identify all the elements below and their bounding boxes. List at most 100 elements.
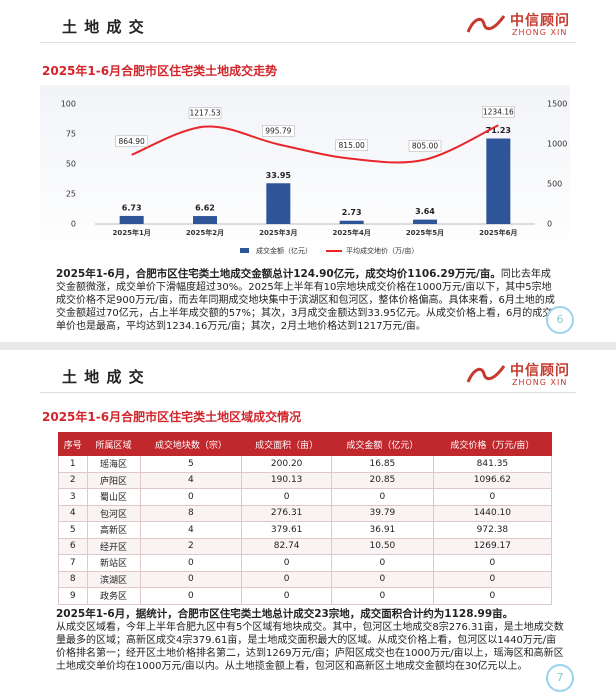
table-cell: 7 — [58, 554, 88, 572]
table-cell: 0 — [330, 587, 434, 605]
x-tick-label: 2025年6月 — [479, 228, 517, 237]
y-tick-label: 50 — [66, 160, 76, 169]
table-cell: 200.20 — [241, 455, 332, 473]
slide: 土 地 成 交 中信顾问 ZHONG XIN 2025年1-6月合肥市区住宅类土… — [0, 0, 616, 342]
table-row: 7 新站区 0 0 0 0 — [58, 554, 553, 572]
column-header: 成交面积（亩） — [241, 432, 332, 456]
table-row: 4 包河区 8 276.31 39.79 1440.10 — [58, 504, 553, 522]
table-cell: 190.13 — [241, 471, 332, 489]
table-cell: 6 — [58, 537, 88, 555]
line-label-box — [188, 107, 222, 119]
y-tick-label: 100 — [61, 100, 76, 109]
logo-text: 中信顾问 — [510, 363, 570, 379]
table-cell: 滨湖区 — [86, 570, 141, 588]
table-row: 2 庐阳区 4 190.13 20.85 1096.62 — [58, 471, 553, 489]
paragraph: 2025年1-6月，据统计，合肥市区住宅类土地总计成交23宗地，成交面积合计约为… — [56, 608, 566, 673]
bar-value-label: 6.73 — [122, 203, 142, 212]
x-tick-label: 2025年4月 — [332, 228, 370, 237]
bar-value-label: 3.64 — [415, 207, 435, 216]
logo-text: 中信顾问 — [510, 13, 570, 29]
table-row: 5 高新区 4 379.61 36.91 972.38 — [58, 521, 553, 539]
column-header: 成交地块数（宗） — [139, 432, 243, 456]
logo-mark — [466, 365, 506, 383]
slide-subtitle: 2025年1-6月合肥市区住宅类土地成交走势 — [42, 64, 278, 78]
table-cell: 2 — [139, 537, 243, 555]
page-number: 7 — [546, 664, 574, 692]
y2-tick-label: 500 — [547, 180, 562, 189]
y-tick-label: 0 — [71, 220, 76, 229]
table-cell: 0 — [330, 488, 434, 506]
table-cell: 379.61 — [241, 521, 332, 539]
table-cell: 4 — [139, 521, 243, 539]
table-cell: 1269.17 — [432, 537, 553, 555]
chart-background — [40, 85, 570, 263]
paragraph: 2025年1-6月，合肥市区住宅类土地成交金额总计124.90亿元，成交均价11… — [56, 268, 556, 333]
table-cell: 政务区 — [86, 587, 141, 605]
logo-subtext: ZHONG XIN — [512, 28, 568, 37]
line-label-box — [115, 135, 148, 148]
bar — [339, 220, 364, 224]
line-value-label: 805.00 — [412, 142, 438, 151]
table-row: 8 滨湖区 0 0 0 0 — [58, 570, 553, 588]
table-cell: 972.38 — [432, 521, 553, 539]
table-cell: 20.85 — [330, 471, 434, 489]
table-cell: 0 — [330, 570, 434, 588]
table-header: 序号 所属区域 成交地块数（宗） 成交面积（亩） 成交金额（亿元） 成交价格（万元/亩） — [58, 432, 553, 456]
logo-subtext: ZHONG XIN — [512, 378, 568, 387]
table-cell: 蜀山区 — [86, 488, 141, 506]
y-tick-label: 25 — [66, 190, 76, 199]
table-cell: 4 — [58, 504, 88, 522]
table-cell: 276.31 — [241, 504, 332, 522]
table-cell: 82.74 — [241, 537, 332, 555]
logo: 中信顾问 ZHONG XIN — [464, 360, 574, 392]
table-cell: 1096.62 — [432, 471, 553, 489]
table-cell: 0 — [139, 488, 243, 506]
table-cell: 3 — [58, 488, 88, 506]
x-tick-label: 2025年5月 — [406, 228, 444, 237]
logo-mark — [466, 15, 506, 33]
table-cell: 0 — [241, 587, 332, 605]
table-cell: 庐阳区 — [86, 471, 141, 489]
table-cell: 0 — [432, 570, 553, 588]
table-cell: 瑶海区 — [86, 455, 141, 473]
y-tick-label: 75 — [66, 130, 76, 139]
line-value-label: 815.00 — [339, 141, 365, 150]
y2-tick-label: 1500 — [547, 100, 567, 109]
table-cell: 0 — [139, 570, 243, 588]
line-label-box — [335, 139, 368, 152]
header-rule — [40, 392, 576, 393]
x-tick-label: 2025年1月 — [112, 228, 150, 237]
table-cell: 2 — [58, 471, 88, 489]
legend-label: 成交金额（亿元） — [256, 246, 312, 255]
bar — [486, 138, 511, 224]
line-label-box — [408, 140, 442, 152]
line-value-label: 864.90 — [119, 137, 145, 146]
table-cell: 0 — [139, 554, 243, 572]
column-header: 序号 — [58, 432, 88, 456]
table-cell: 4 — [139, 471, 243, 489]
table: 序号 所属区域 成交地块数（宗） 成交面积（亩） 成交金额（亿元） 成交价格（万元/亩） 1… — [58, 432, 553, 605]
column-header: 成交金额（亿元） — [330, 432, 434, 456]
slide-subtitle: 2025年1-6月合肥市区住宅类土地区域成交情况 — [42, 410, 302, 424]
table-cell: 0 — [432, 587, 553, 605]
table-cell: 36.91 — [330, 521, 434, 539]
table-row: 6 经开区 2 82.74 10.50 1269.17 — [58, 537, 553, 555]
table-row: 9 政务区 0 0 0 0 — [58, 587, 553, 605]
y2-tick-label: 0 — [547, 220, 552, 229]
table-cell: 39.79 — [330, 504, 434, 522]
line-value-label: 1217.53 — [189, 109, 220, 118]
slide-header: 土 地 成 交 — [62, 18, 145, 36]
table-cell: 1440.10 — [432, 504, 553, 522]
table-cell: 8 — [58, 570, 88, 588]
table-cell: 新站区 — [86, 554, 141, 572]
bar-value-label: 33.95 — [266, 171, 292, 180]
slide-header: 土 地 成 交 — [62, 368, 145, 386]
table-row: 3 蜀山区 0 0 0 0 — [58, 488, 553, 506]
table-cell: 9 — [58, 587, 88, 605]
x-tick-label: 2025年3月 — [259, 228, 297, 237]
table-cell: 0 — [432, 488, 553, 506]
line-label-box — [482, 106, 515, 118]
line-label-box — [262, 125, 295, 137]
table-cell: 0 — [330, 554, 434, 572]
